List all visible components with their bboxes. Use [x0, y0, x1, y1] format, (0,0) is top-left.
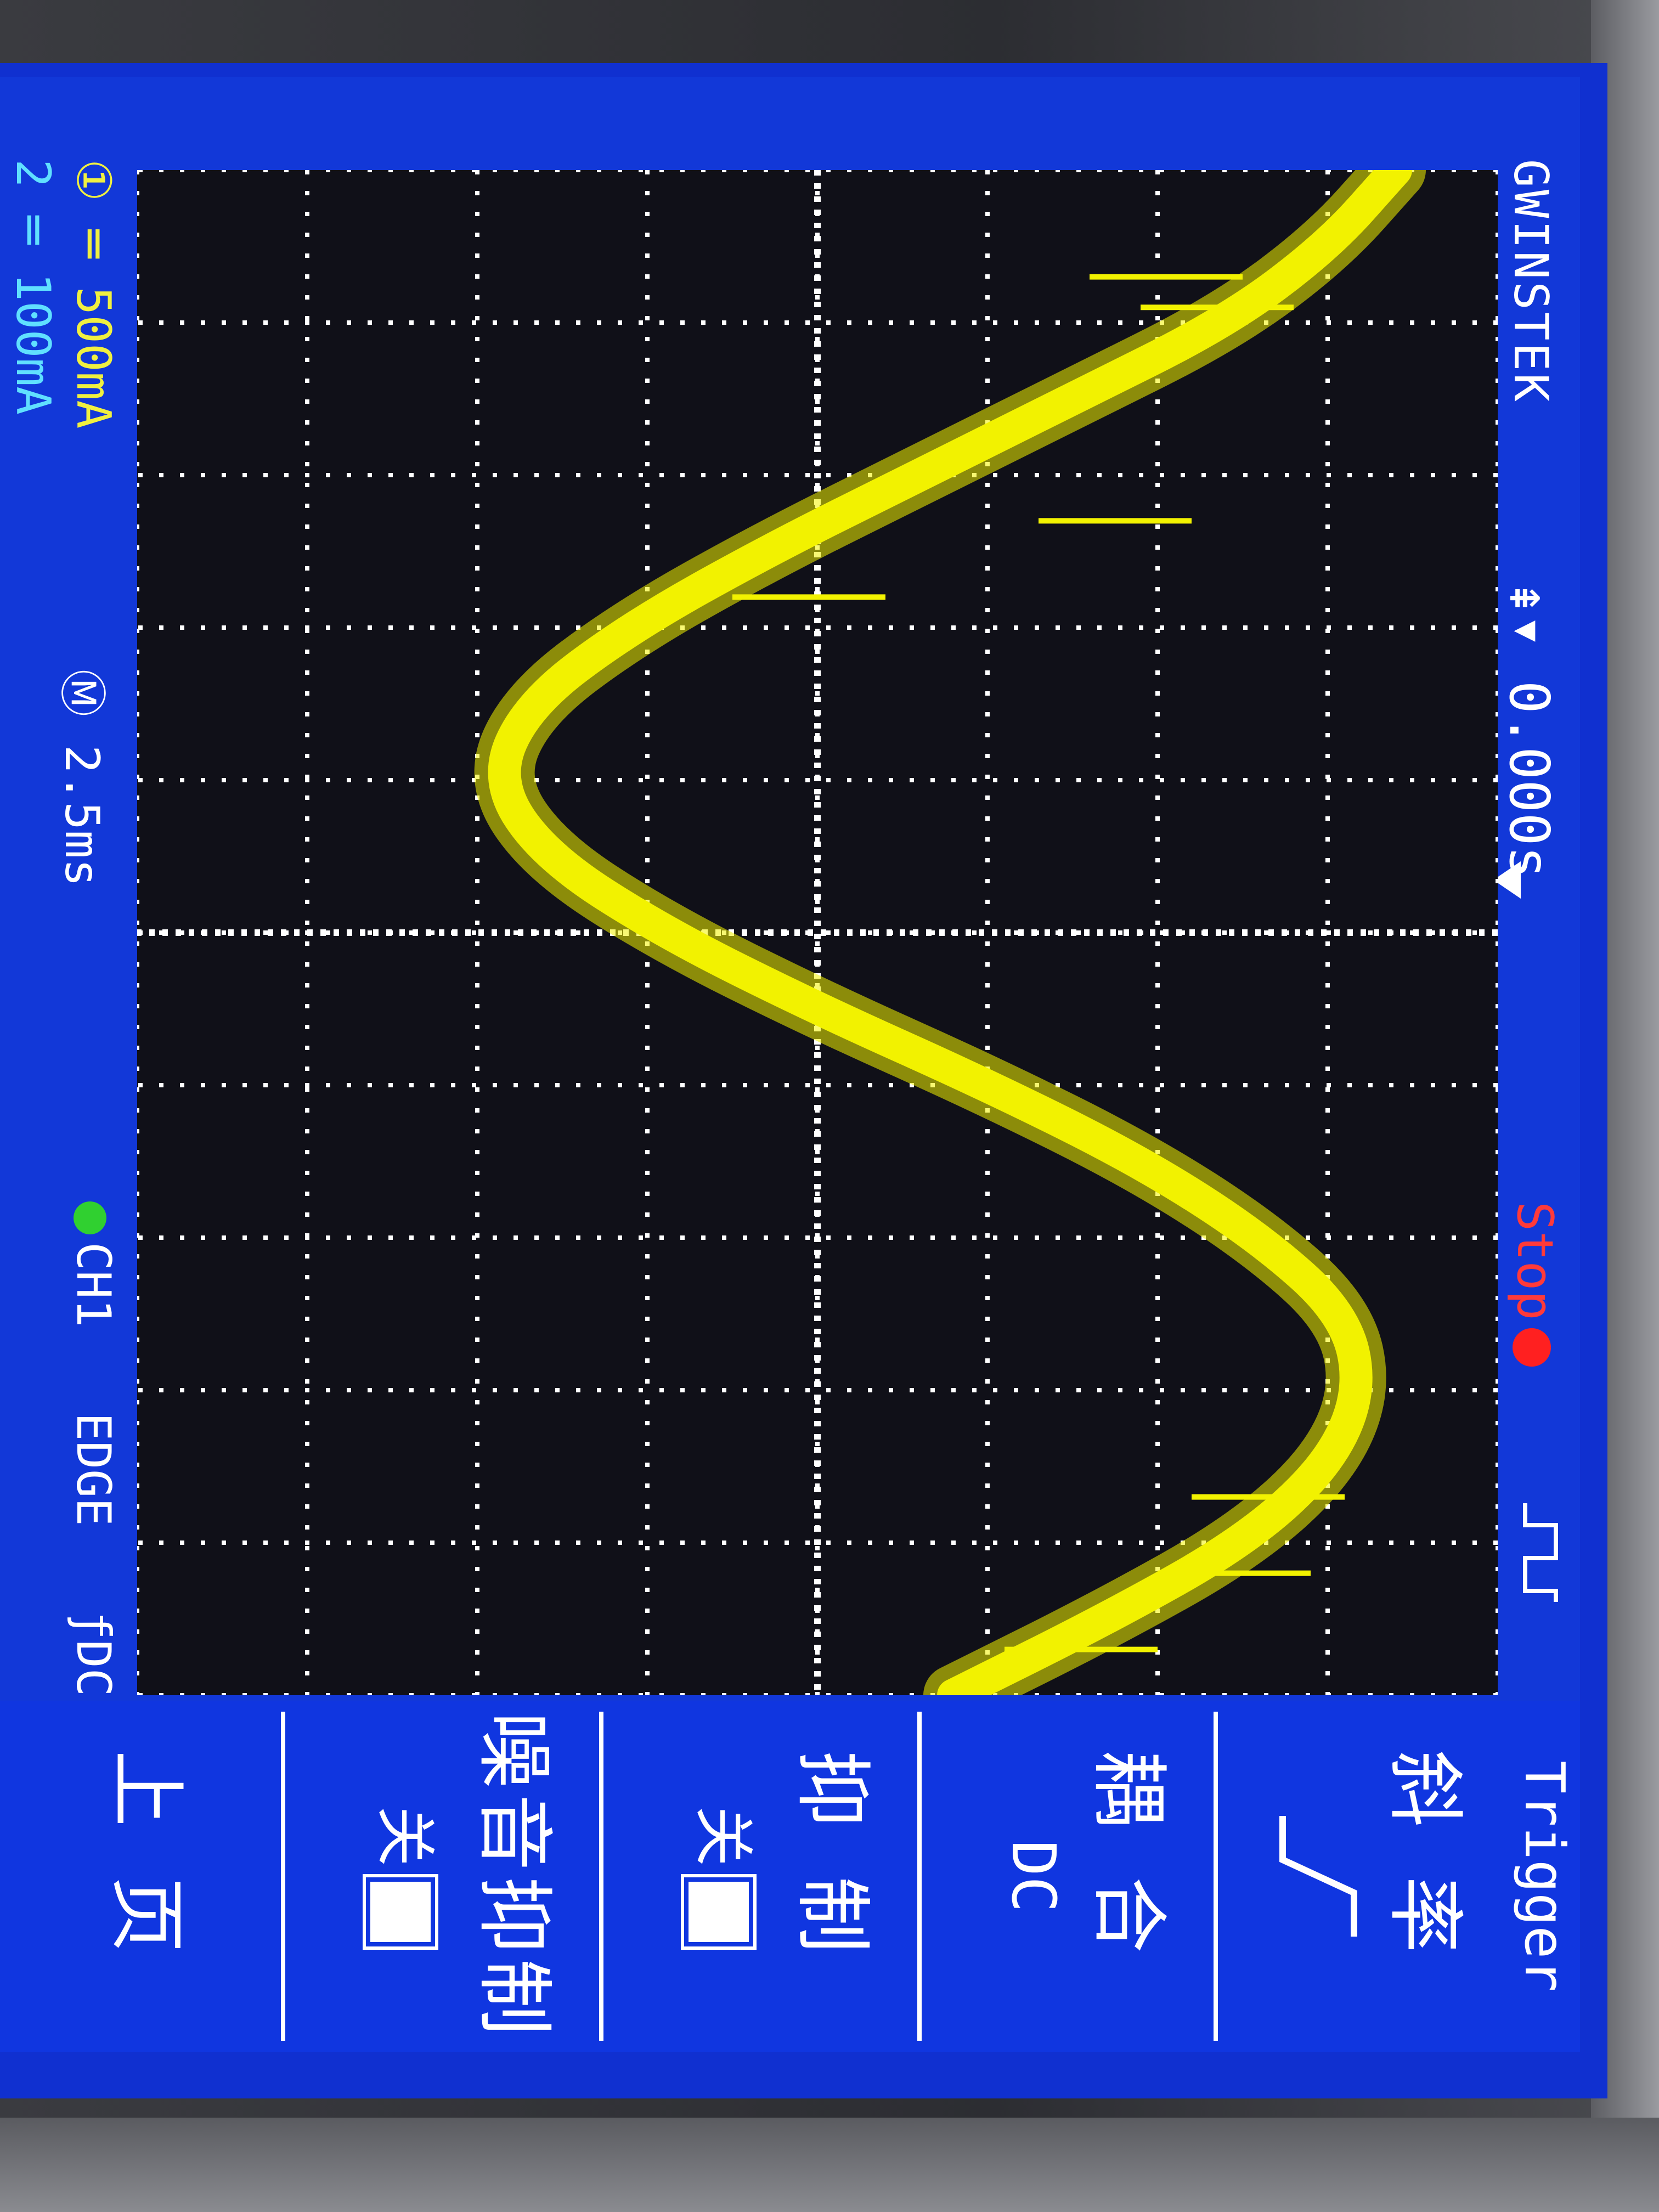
ch1-scale-readout: ① ═ 500mA [66, 159, 121, 429]
trigger-source: CH1 [66, 1242, 121, 1328]
bezel-bottom-edge [0, 2118, 1659, 2212]
menu-item-slope[interactable]: 斜率 [1214, 1712, 1503, 2041]
menu-item-label: 噪音抑制 [469, 1712, 558, 2041]
trigger-position-icon: ⇞▾ [1497, 582, 1561, 681]
menu-item-label: 抑制 [787, 1750, 877, 2002]
menu-item-label: 斜率 [1380, 1750, 1469, 2002]
menu-item-coupling[interactable]: 耦合 DC [917, 1712, 1207, 2041]
timebase-value: 2.5ms [54, 744, 109, 887]
menu-item-previous-page[interactable]: 上页 [44, 1712, 274, 2041]
waveform-plot [137, 170, 1498, 1695]
waveform-trace [488, 170, 1412, 1695]
timebase-readout: Ⓜ 2.5ms [54, 669, 109, 887]
brand-logo: GWINSTEK [1503, 159, 1558, 404]
trigger-menu: Trigger 斜率 耦合 DC 抑制 关 噪音抑制 关 上页 [0, 1701, 1580, 2052]
ch2-scale-readout: 2 ═ 100mA [5, 159, 60, 415]
trigger-position-readout: ⇞▾ 0.000s [1497, 582, 1561, 879]
ch2-scale-value: 100mA [5, 273, 60, 415]
rising-slope-icon [1257, 1712, 1365, 2041]
menu-item-value: DC [998, 1839, 1069, 1913]
trigger-coupling: DC [66, 1639, 121, 1697]
rising-edge-icon [1523, 1503, 1558, 1602]
run-state-badge[interactable]: Stop [1506, 1201, 1564, 1367]
bottom-status-bar: ① ═ 500mA 2 ═ 100mA Ⓜ 2.5ms CH1 EDGE ƒDC [0, 77, 132, 1723]
run-indicator-icon [1512, 1328, 1551, 1367]
ch1-dot-icon [74, 1201, 107, 1234]
scope-screen: GWINSTEK ⇞▾ 0.000s Stop ① ═ 500mA 2 ═ 10… [0, 77, 1580, 2052]
trigger-position-value: 0.000s [1497, 680, 1561, 879]
menu-item-noise-rejection[interactable]: 噪音抑制 关 [281, 1712, 592, 2041]
menu-item-rejection[interactable]: 抑制 关 [599, 1712, 911, 2041]
trigger-slope-icon: ƒ [66, 1611, 121, 1640]
menu-item-label: 上页 [101, 1750, 191, 2002]
trigger-type: EDGE [66, 1412, 121, 1526]
ch1-scale-value: 500mA [66, 286, 121, 429]
menu-item-value-row: 关 [366, 1712, 454, 2041]
top-status-bar: GWINSTEK ⇞▾ 0.000s Stop [1493, 77, 1580, 1602]
waveform-display [137, 170, 1498, 1695]
toggle-indicator-icon [366, 1877, 436, 1946]
menu-item-value: 关 [688, 1806, 758, 1866]
menu-item-label: 耦合 [1084, 1750, 1173, 2002]
run-state-label: Stop [1506, 1201, 1564, 1321]
menu-item-value: 关 [370, 1806, 440, 1866]
toggle-indicator-icon [684, 1877, 754, 1946]
menu-title: Trigger [1513, 1760, 1577, 1992]
trigger-info: CH1 EDGE ƒDC [66, 1201, 121, 1696]
menu-item-value-row: 关 [684, 1712, 772, 2041]
